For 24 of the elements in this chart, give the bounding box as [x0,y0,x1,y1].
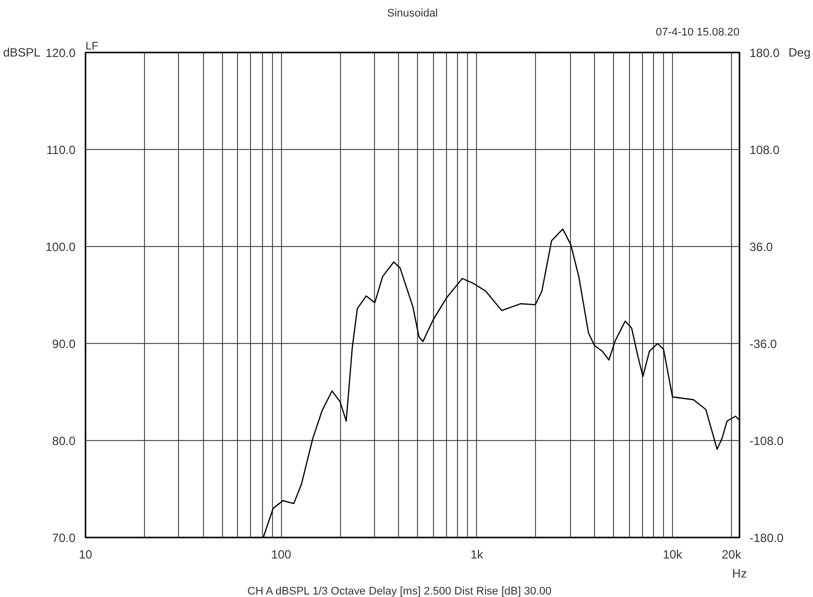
y-tick-label: 70.0 [52,531,76,545]
x-tick-label: 10 [78,548,92,562]
y2-tick-label: -108.0 [750,434,784,448]
x-tick-label: 20k [722,548,742,562]
text: 07-4-10 15.08.20 [656,26,740,38]
y2-axis-title: Deg [788,46,811,60]
y-tick-label: 100.0 [45,240,76,254]
y2-tick-label: 36.0 [750,240,774,254]
x-tick-label: 1k [470,548,484,562]
y2-tick-label: -36.0 [750,337,778,351]
y-tick-label: 120.0 [45,46,76,60]
x-tick-label: 10k [662,548,684,562]
y-tick-label: 110.0 [46,143,76,157]
y2-tick-label: -180.0 [750,531,784,545]
chart-title: Sinusoidal [387,8,438,20]
y2-tick-label: 108.0 [750,143,780,157]
x-axis-title: Hz [732,566,747,580]
text: CH A dBSPL 1/3 Octave Delay [ms] 2.500 Dist Rise [dB] 30.00 [247,586,552,597]
y2-tick-label: 180.0 [750,46,780,60]
y-tick-label: 90.0 [52,337,76,351]
y-axis-title: dBSPL [3,46,41,60]
y-tick-label: 80.0 [52,434,76,448]
x-tick-label: 100 [271,548,292,562]
annotation: LF [86,40,99,52]
